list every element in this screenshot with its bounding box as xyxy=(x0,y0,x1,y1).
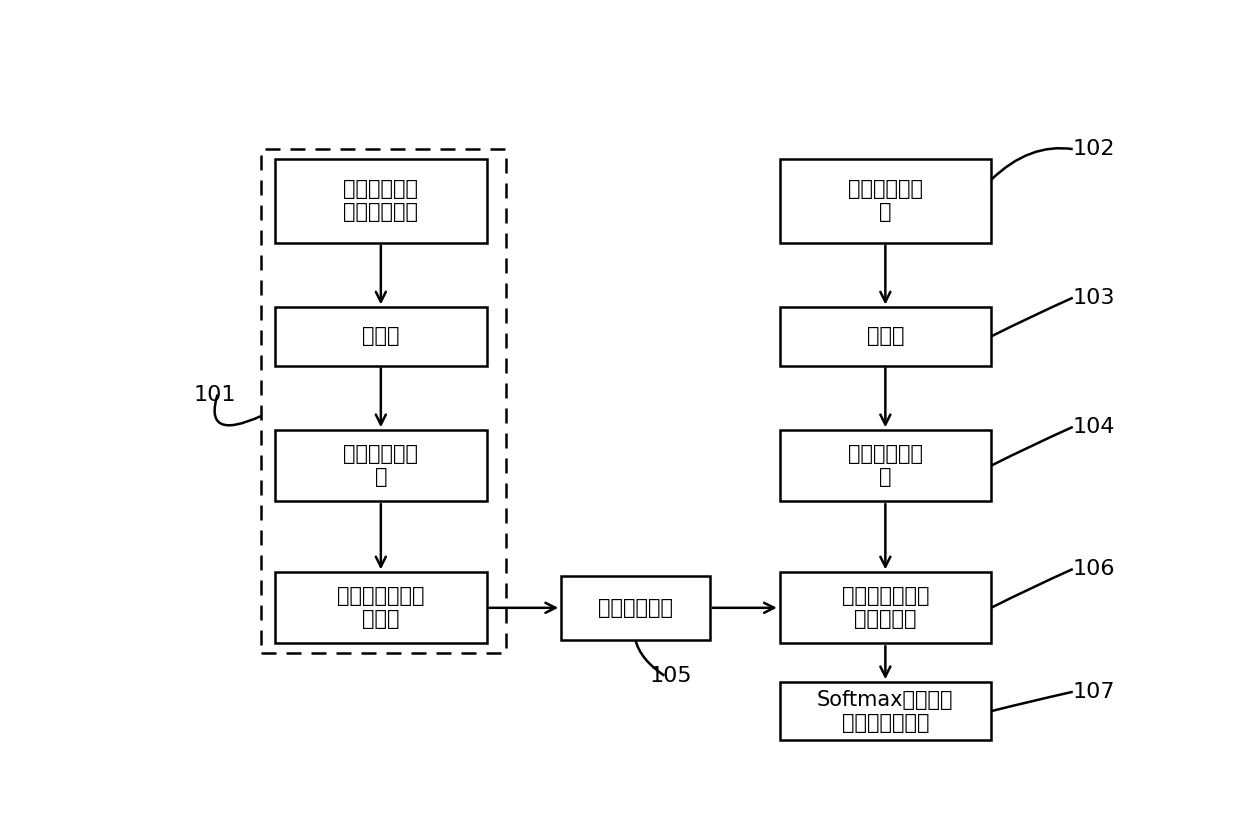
Bar xyxy=(780,307,991,366)
Bar xyxy=(275,430,486,501)
Text: 102: 102 xyxy=(1073,139,1115,159)
Text: 网络参数迁移: 网络参数迁移 xyxy=(598,598,673,618)
Bar xyxy=(275,159,486,242)
Text: 建立三元组图
像: 建立三元组图 像 xyxy=(848,444,923,487)
Bar xyxy=(780,572,991,644)
Bar xyxy=(780,430,991,501)
Text: Softmax分类进行
素描的人脸识别: Softmax分类进行 素描的人脸识别 xyxy=(817,690,954,732)
Text: 继续训练深度卷
积神经网络: 继续训练深度卷 积神经网络 xyxy=(842,586,929,629)
Text: 106: 106 xyxy=(1073,559,1115,579)
Text: 103: 103 xyxy=(1073,288,1115,308)
Text: 建立三元组图
像: 建立三元组图 像 xyxy=(343,444,418,487)
Text: 107: 107 xyxy=(1073,682,1115,701)
Text: 预处理: 预处理 xyxy=(867,326,904,347)
Bar xyxy=(275,307,486,366)
Text: 预处理: 预处理 xyxy=(362,326,399,347)
Bar xyxy=(275,572,486,644)
Bar xyxy=(780,159,991,242)
Bar xyxy=(780,682,991,740)
Text: 101: 101 xyxy=(193,384,236,404)
Text: 104: 104 xyxy=(1073,417,1115,437)
Bar xyxy=(260,149,506,653)
Text: 输入大规模自
然人脸数据库: 输入大规模自 然人脸数据库 xyxy=(343,180,418,222)
Text: 输入素描图像
库: 输入素描图像 库 xyxy=(848,180,923,222)
Bar xyxy=(560,576,711,640)
Text: 训练深度卷积神
经网络: 训练深度卷积神 经网络 xyxy=(337,586,424,629)
Text: 105: 105 xyxy=(650,665,692,685)
